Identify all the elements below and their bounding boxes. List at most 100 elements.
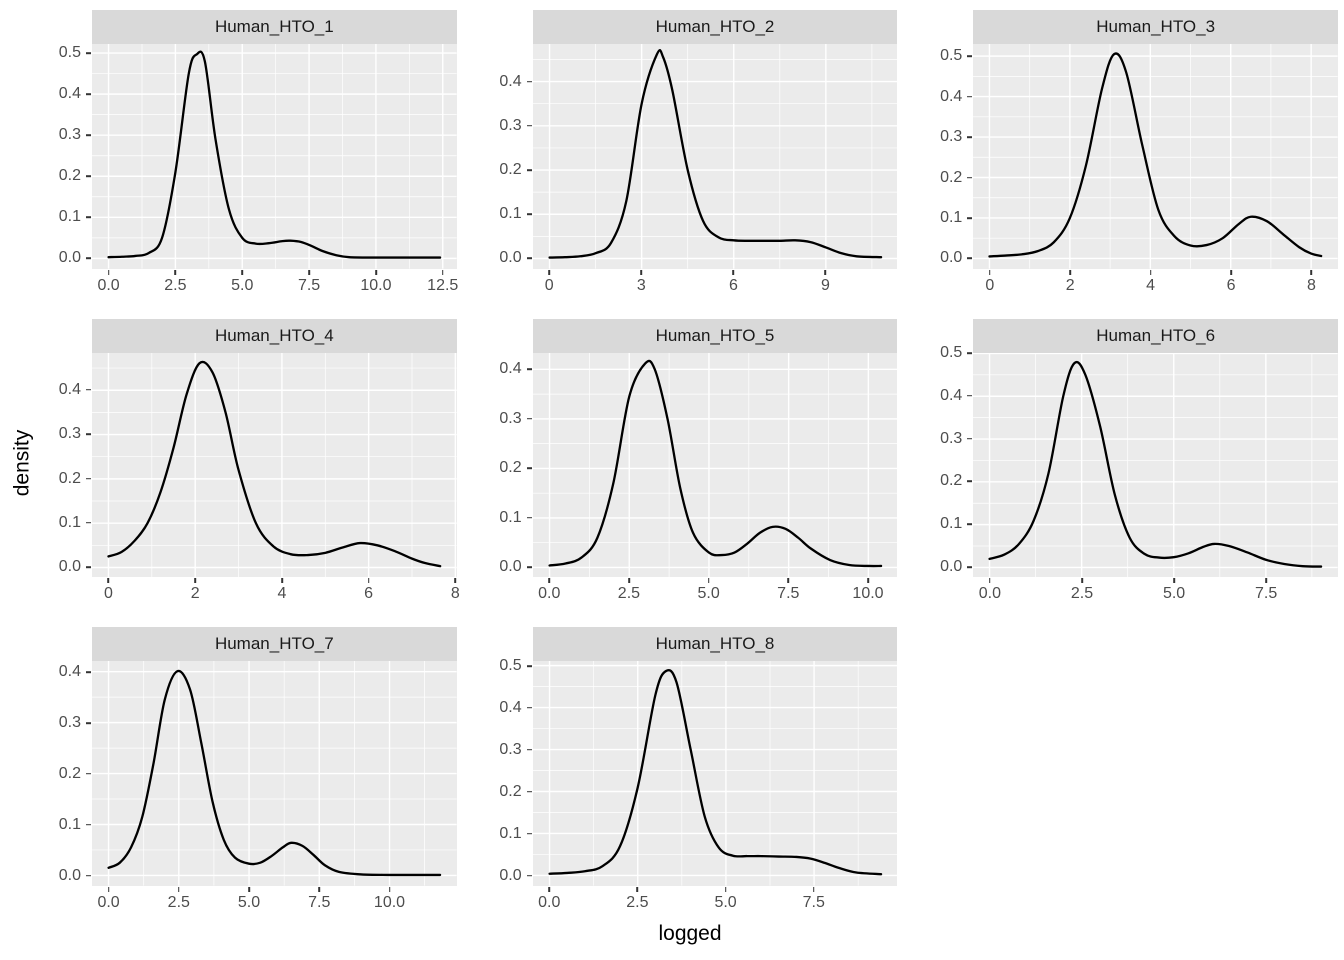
x-tick-label: 6 — [728, 276, 738, 294]
y-tick-mark — [967, 257, 973, 260]
x-tick-label: 0 — [104, 585, 113, 603]
y-tick-mark — [526, 213, 532, 216]
x-tick-mark — [1230, 269, 1232, 275]
y-axis-title-container: density — [2, 10, 42, 916]
y-axis-labels: 0.0 0.1 0.2 0.3 0.4 — [483, 353, 533, 578]
density-plot-svg — [92, 352, 457, 578]
y-tick-mark — [86, 433, 91, 435]
y-tick-mark — [526, 125, 532, 127]
density-curve — [548, 669, 882, 876]
x-tick-label: 0.0 — [97, 276, 120, 294]
x-tick-mark — [636, 886, 639, 892]
x-axis-labels: 0 2 4 6 8 — [92, 577, 460, 607]
y-tick-mark — [526, 467, 532, 469]
y-tick-mark — [86, 52, 91, 54]
x-tick-label: 10.0 — [852, 585, 884, 603]
x-axis-labels: 0 2 4 6 8 — [973, 269, 1338, 299]
facet-panel — [532, 661, 898, 886]
y-tick-label: 0.5 — [940, 344, 963, 362]
density-curve — [107, 360, 442, 567]
y-tick-label: 0.0 — [499, 249, 522, 267]
x-tick-label: 9 — [821, 276, 830, 294]
x-tick-mark — [548, 269, 551, 275]
facet-panel — [973, 352, 1338, 578]
x-tick-mark — [281, 578, 283, 584]
facet-strip: Human_HTO_3 — [973, 10, 1338, 44]
density-curve — [988, 52, 1323, 258]
facet-panel — [973, 44, 1338, 269]
x-tick-label: 2.5 — [164, 276, 187, 294]
x-tick-label: 7.5 — [1255, 585, 1278, 603]
y-tick-mark — [967, 395, 973, 397]
density-plot-svg — [92, 661, 457, 886]
y-tick-label: 0.4 — [940, 386, 963, 404]
y-axis-labels: 0.0 0.1 0.2 0.3 0.4 — [483, 44, 533, 269]
y-tick-mark — [526, 749, 532, 751]
y-tick-label: 0.4 — [499, 72, 522, 90]
x-tick-label: 0.0 — [538, 585, 561, 603]
y-tick-mark — [526, 417, 532, 420]
x-tick-label: 4 — [277, 585, 287, 603]
x-tick-mark — [308, 269, 310, 275]
x-axis-labels: 0 3 6 9 — [533, 269, 898, 299]
y-tick-label: 0.3 — [499, 409, 522, 427]
x-tick-mark — [388, 886, 391, 892]
y-tick-mark — [526, 516, 532, 519]
x-tick-label: 6 — [1226, 276, 1236, 294]
x-tick-label: 2.5 — [1070, 585, 1094, 603]
x-tick-mark — [548, 886, 551, 892]
density-curve — [107, 50, 442, 259]
x-tick-mark — [367, 578, 370, 584]
y-tick-mark — [526, 707, 532, 709]
x-tick-mark — [824, 269, 827, 275]
density-curve — [107, 670, 442, 877]
y-tick-mark — [86, 722, 91, 724]
y-tick-mark — [86, 671, 91, 673]
y-tick-mark — [86, 773, 91, 775]
y-tick-mark — [86, 522, 91, 524]
y-tick-mark — [967, 95, 973, 98]
y-tick-mark — [526, 832, 532, 835]
y-tick-label: 0.2 — [58, 469, 81, 487]
x-tick-label: 0.0 — [538, 893, 561, 911]
y-tick-label: 0.2 — [499, 161, 522, 179]
y-tick-label: 0.3 — [940, 429, 963, 447]
y-axis-title: density — [10, 429, 34, 497]
y-tick-mark — [526, 665, 532, 667]
y-tick-label: 0.0 — [499, 866, 522, 884]
x-axis-labels: 0.0 2.5 5.0 7.5 10.0 — [533, 577, 898, 607]
y-tick-label: 0.4 — [58, 85, 81, 103]
y-tick-mark — [967, 437, 973, 440]
y-tick-mark — [526, 368, 532, 370]
x-tick-mark — [707, 578, 710, 584]
x-tick-label: 0 — [985, 276, 995, 294]
density-curve — [548, 359, 882, 567]
y-tick-mark — [526, 169, 532, 171]
facet-panel — [532, 44, 898, 269]
x-tick-mark — [318, 886, 321, 892]
y-tick-label: 0.4 — [940, 87, 963, 105]
y-tick-label: 0.4 — [58, 380, 81, 398]
facet-Human_HTO_6: Human_HTO_6 0.0 0.1 0.2 0.3 0.4 0.5 0.0 2.5 5.0 7.… — [923, 318, 1338, 608]
y-tick-label: 0.1 — [499, 205, 522, 223]
y-tick-mark — [526, 874, 532, 877]
facet-strip: Human_HTO_7 — [92, 627, 457, 662]
y-axis-labels: 0.0 0.1 0.2 0.3 0.4 — [42, 353, 92, 578]
x-tick-label: 0.0 — [97, 893, 120, 911]
facet-panel — [532, 352, 898, 578]
y-tick-label: 0.1 — [499, 508, 522, 526]
y-tick-label: 0.1 — [58, 208, 81, 226]
facet-strip: Human_HTO_6 — [973, 318, 1338, 353]
x-tick-label: 2.5 — [626, 893, 649, 911]
x-tick-mark — [1310, 269, 1313, 275]
x-tick-label: 2.5 — [617, 585, 641, 603]
x-tick-label: 2 — [1065, 276, 1075, 294]
density-plot-svg — [973, 352, 1338, 578]
y-axis-labels: 0.0 0.1 0.2 0.3 0.4 0.5 — [483, 656, 533, 886]
y-tick-label: 0.1 — [499, 824, 522, 842]
y-tick-label: 0.5 — [499, 656, 522, 674]
y-tick-mark — [86, 93, 91, 95]
facet-strip: Human_HTO_1 — [92, 10, 457, 44]
facet-Human_HTO_1: Human_HTO_1 0.0 0.1 0.2 0.3 0.4 0.5 0.0 2.5 5.0 7.… — [42, 10, 458, 299]
y-tick-mark — [86, 389, 91, 391]
